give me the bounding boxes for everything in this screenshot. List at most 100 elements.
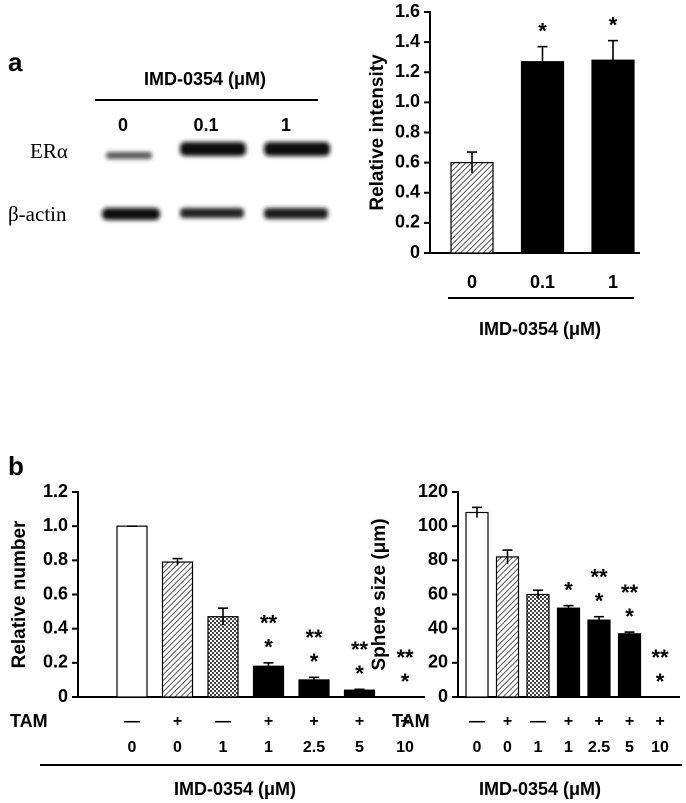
y-tick-label: 1.2 bbox=[43, 481, 68, 501]
bar bbox=[526, 593, 550, 698]
tam-label: + bbox=[264, 713, 273, 730]
tam-label: + bbox=[594, 713, 603, 730]
y-tick-label: 80 bbox=[428, 549, 448, 569]
tam-label: + bbox=[355, 713, 364, 730]
y-tick-label: 0.2 bbox=[43, 652, 68, 672]
y-tick-label: 0 bbox=[410, 242, 420, 262]
tam-label: — bbox=[469, 713, 485, 730]
tam-label: + bbox=[503, 713, 512, 730]
x-tick-label: 1 bbox=[264, 739, 273, 756]
x-tick-label: 0 bbox=[173, 739, 182, 756]
row-label: TAM bbox=[392, 711, 430, 731]
bar bbox=[252, 665, 285, 698]
row-label: TAM bbox=[10, 711, 48, 731]
significance: ** bbox=[651, 645, 669, 670]
significance: * bbox=[625, 604, 634, 629]
x-axis-label: IMD-0354 (μM) bbox=[174, 779, 296, 799]
y-tick-label: 1.0 bbox=[43, 515, 68, 535]
y-tick-label: 1.2 bbox=[395, 61, 420, 81]
x-tick-label: 1 bbox=[534, 739, 543, 756]
bar bbox=[161, 561, 194, 698]
y-tick-label: 0.4 bbox=[43, 617, 68, 637]
tam-label: + bbox=[309, 713, 318, 730]
tam-label: + bbox=[564, 713, 573, 730]
y-tick-label: 120 bbox=[418, 481, 448, 501]
panel-label: a bbox=[8, 47, 23, 77]
blot-treatment: IMD-0354 (μM) bbox=[144, 69, 266, 89]
tam-label: — bbox=[215, 713, 231, 730]
significance: * bbox=[310, 649, 319, 674]
blot-bands bbox=[102, 142, 330, 220]
x-tick-label: 10 bbox=[651, 739, 669, 756]
panel-label: b bbox=[8, 451, 24, 481]
significance: ** bbox=[260, 611, 278, 636]
significance: ** bbox=[351, 637, 369, 662]
y-axis-label: Relative intensity bbox=[367, 54, 388, 211]
significance: * bbox=[595, 589, 604, 614]
x-tick-label: 2.5 bbox=[588, 739, 610, 756]
y-tick-label: 0 bbox=[438, 686, 448, 706]
y-tick-label: 0.8 bbox=[43, 549, 68, 569]
x-tick-label: 0 bbox=[503, 739, 512, 756]
tam-label: — bbox=[530, 713, 546, 730]
tam-label: + bbox=[655, 713, 664, 730]
x-axis-label: IMD-0354 (μM) bbox=[479, 779, 601, 799]
tam-label: + bbox=[625, 713, 634, 730]
x-tick-label: 0 bbox=[467, 272, 477, 292]
y-tick-label: 1.4 bbox=[395, 31, 420, 51]
y-tick-label: 40 bbox=[428, 617, 448, 637]
x-tick-label: 0 bbox=[128, 739, 137, 756]
significance: * bbox=[609, 12, 618, 37]
lane-label: 0 bbox=[118, 115, 128, 135]
bar bbox=[591, 59, 635, 254]
x-tick-label: 5 bbox=[355, 739, 364, 756]
significance: ** bbox=[305, 625, 323, 650]
tam-label: — bbox=[124, 713, 140, 730]
significance: * bbox=[564, 577, 573, 602]
y-axis-label: Sphere size (μm) bbox=[369, 518, 390, 670]
y-tick-label: 0 bbox=[58, 686, 68, 706]
significance: * bbox=[355, 661, 364, 686]
y-tick-label: 100 bbox=[418, 515, 448, 535]
x-tick-label: 1 bbox=[219, 739, 228, 756]
x-tick-label: 1 bbox=[608, 272, 618, 292]
bar bbox=[116, 525, 148, 698]
tam-label: + bbox=[173, 713, 182, 730]
lane-label: 0.1 bbox=[193, 115, 218, 135]
significance: * bbox=[264, 635, 273, 660]
significance: ** bbox=[621, 580, 639, 605]
lane-label: 1 bbox=[281, 115, 291, 135]
x-tick-label: 0 bbox=[473, 739, 482, 756]
x-tick-label: 10 bbox=[396, 739, 414, 756]
tam-label: + bbox=[400, 713, 409, 730]
x-tick-label: 2.5 bbox=[303, 739, 325, 756]
x-tick-label: 1 bbox=[564, 739, 573, 756]
bar bbox=[617, 633, 642, 698]
y-tick-label: 0.6 bbox=[395, 151, 420, 171]
bar bbox=[520, 61, 565, 254]
bar bbox=[465, 511, 489, 698]
significance: ** bbox=[590, 565, 608, 590]
significance: ** bbox=[396, 645, 414, 670]
significance: * bbox=[538, 18, 547, 43]
y-tick-label: 20 bbox=[428, 652, 448, 672]
y-tick-label: 0.4 bbox=[395, 182, 420, 202]
y-tick-label: 0.2 bbox=[395, 212, 420, 232]
blot-row: β-actin bbox=[8, 202, 67, 226]
x-tick-label: 0.1 bbox=[530, 272, 555, 292]
y-tick-label: 60 bbox=[428, 583, 448, 603]
significance: * bbox=[656, 669, 665, 694]
y-tick-label: 0.8 bbox=[395, 121, 420, 141]
y-axis-label: Relative number bbox=[9, 520, 30, 668]
x-tick-label: 5 bbox=[625, 739, 634, 756]
x-axis-label: IMD-0354 (μM) bbox=[479, 319, 601, 339]
bar bbox=[343, 689, 376, 698]
bar bbox=[556, 607, 581, 698]
y-tick-label: 0.6 bbox=[43, 583, 68, 603]
significance: * bbox=[401, 669, 410, 694]
y-tick-label: 1.0 bbox=[395, 91, 420, 111]
bar bbox=[587, 619, 611, 698]
blot-row: ERα bbox=[30, 139, 68, 163]
bar bbox=[495, 556, 520, 698]
